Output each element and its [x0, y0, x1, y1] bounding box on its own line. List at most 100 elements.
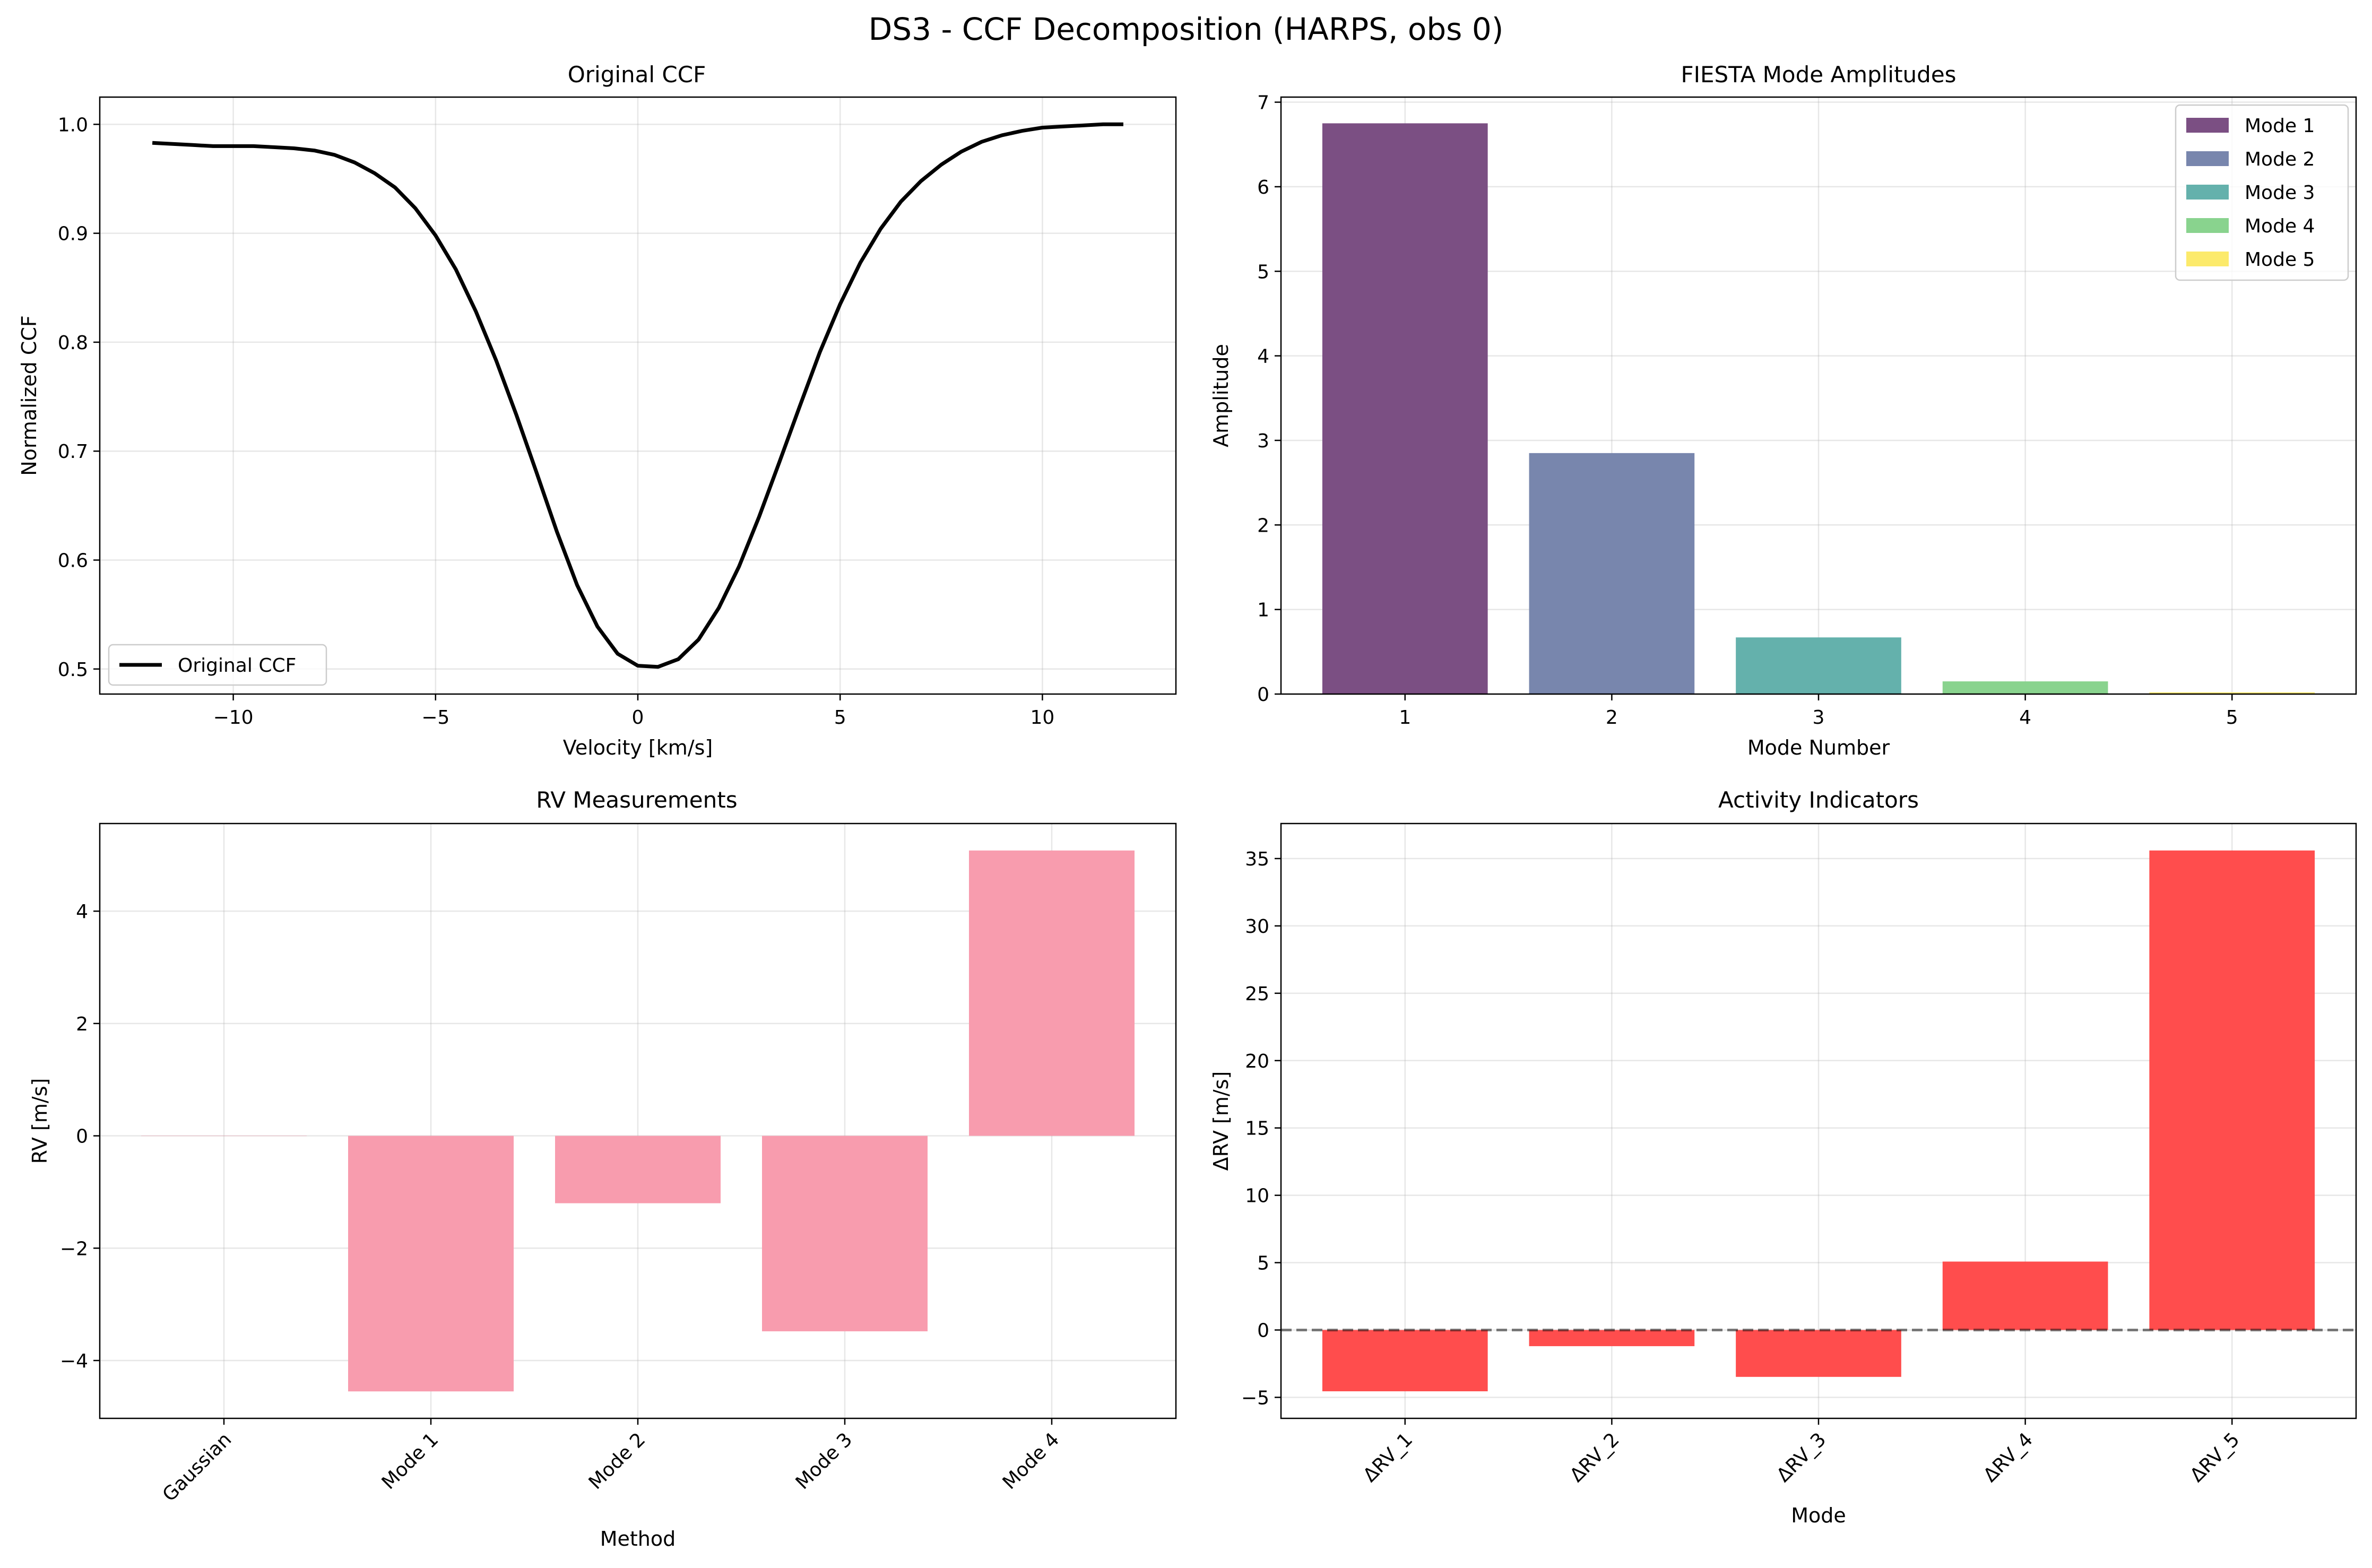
fiesta-ytick-label: 4: [1257, 346, 1269, 368]
ccf-axes-frame: [99, 96, 1177, 695]
rv-xtick-label: Mode 4: [999, 1428, 1064, 1494]
fiesta-xtick-label: 2: [1606, 707, 1618, 729]
ccf-legend: Original CCF: [108, 644, 327, 686]
fiesta-xlabel: Mode Number: [1747, 736, 1890, 759]
activity-bar: [1322, 1330, 1488, 1391]
fiesta-bar: [1942, 681, 2108, 694]
fiesta-ylabel: Amplitude: [1209, 344, 1233, 447]
fiesta-legend-label: Mode 4: [2245, 215, 2315, 237]
rv-bar: [555, 1136, 721, 1203]
fiesta-bar: [1529, 453, 1695, 694]
activity-ytick-label: 10: [1245, 1185, 1269, 1207]
fiesta-legend-label: Mode 2: [2245, 149, 2315, 170]
rv-xtick-label: Mode 3: [792, 1428, 857, 1494]
activity-xlabel: Mode: [1791, 1504, 1846, 1527]
fiesta-legend-swatch: [2186, 118, 2229, 133]
fiesta-legend-label: Mode 3: [2245, 182, 2315, 204]
activity-ytick-label: 5: [1257, 1253, 1269, 1275]
fiesta-ytick-label: 2: [1257, 515, 1269, 536]
fiesta-ytick-label: 0: [1257, 684, 1269, 706]
activity-ytick-label: 15: [1245, 1118, 1269, 1140]
fiesta-ytick-label: 7: [1257, 92, 1269, 114]
rv-bar: [348, 1136, 514, 1392]
ccf-xtick-label: 10: [1030, 707, 1054, 729]
fiesta-xtick-label: 1: [1399, 707, 1411, 729]
rv-ytick-label: 0: [76, 1126, 88, 1148]
activity-xtick-label: ΔRV_3: [1772, 1428, 1830, 1486]
fiesta-legend-frame: [2175, 104, 2349, 281]
fiesta-panel-title: FIESTA Mode Amplitudes: [1681, 62, 1956, 88]
rv-ytick-label: −4: [60, 1350, 88, 1372]
ccf-xtick-label: 0: [632, 707, 644, 729]
activity-ytick-label: −5: [1241, 1387, 1269, 1409]
ccf-xtick-label: −10: [213, 707, 254, 729]
activity-xtick-label: ΔRV_5: [2186, 1428, 2244, 1486]
ccf-xlabel: Velocity [km/s]: [563, 736, 713, 759]
activity-panel: Activity Indicators −5 0 5 10 15 20 25 30 35 ΔRV …: [1209, 787, 2357, 1527]
fiesta-xtick-label: 3: [1813, 707, 1825, 729]
activity-ytick-label: 20: [1245, 1051, 1269, 1072]
fiesta-bar: [1322, 123, 1488, 695]
rv-bar: [762, 1136, 928, 1331]
figure-title: DS3 - CCF Decomposition (HARPS, obs 0): [869, 11, 1504, 47]
activity-panel-title: Activity Indicators: [1718, 787, 1919, 813]
fiesta-legend-label: Mode 1: [2245, 115, 2315, 137]
rv-ytick-label: 4: [76, 901, 88, 923]
activity-xtick-label: ΔRV_2: [1566, 1428, 1624, 1486]
fiesta-panel: FIESTA Mode Amplitudes 0 1 2 3 4 5 6 7 Amplitude…: [1209, 62, 2357, 759]
fiesta-legend: Mode 1 Mode 2 Mode 3 Mode 4 Mode 5: [2175, 104, 2349, 281]
activity-bar: [1529, 1330, 1695, 1346]
activity-ylabel: ΔRV [m/s]: [1209, 1071, 1233, 1171]
fiesta-ytick-label: 6: [1257, 177, 1269, 198]
rv-xtick-label: Mode 1: [378, 1428, 443, 1494]
fiesta-bar: [2149, 692, 2315, 694]
fiesta-ytick-label: 1: [1257, 600, 1269, 621]
rv-xtick-label: Mode 2: [585, 1428, 650, 1494]
fiesta-legend-swatch: [2186, 252, 2229, 266]
fiesta-legend-label: Mode 5: [2245, 249, 2315, 271]
rv-ylabel: RV [m/s]: [28, 1078, 51, 1164]
fiesta-legend-swatch: [2186, 185, 2229, 200]
ccf-ytick-label: 0.6: [58, 550, 88, 571]
rv-panel: RV Measurements −4 −2 0 2 4 RV [m/s] Gaussian M…: [28, 787, 1177, 1550]
ccf-ylabel: Normalized CCF: [18, 315, 41, 476]
fiesta-xtick-label: 4: [2019, 707, 2031, 729]
fiesta-xtick-label: 5: [2226, 707, 2238, 729]
ccf-ytick-label: 0.5: [58, 659, 88, 681]
rv-xtick-label: Gaussian: [159, 1428, 236, 1506]
fiesta-ytick-label: 5: [1257, 261, 1269, 283]
activity-xtick-label: ΔRV_1: [1359, 1428, 1417, 1486]
rv-ytick-label: 2: [76, 1013, 88, 1035]
fiesta-bar: [1736, 637, 1901, 694]
ccf-ytick-label: 0.8: [58, 332, 88, 354]
ccf-ytick-label: 0.9: [58, 223, 88, 245]
fiesta-legend-swatch: [2186, 151, 2229, 166]
ccf-panel-title: Original CCF: [568, 62, 706, 88]
ccf-series-line: [152, 122, 1123, 669]
fiesta-axes-frame: [1280, 96, 2357, 695]
activity-ytick-label: 35: [1245, 848, 1269, 870]
ccf-panel: Original CCF 0.5 0.6 0.7 0.8 0.9 1.0 Normalize…: [18, 62, 1177, 759]
rv-bar: [969, 850, 1135, 1136]
fiesta-legend-swatch: [2186, 218, 2229, 233]
rv-axes-frame: [99, 822, 1177, 1419]
ccf-xtick-label: −5: [421, 707, 449, 729]
ccf-legend-label: Original CCF: [178, 655, 296, 677]
activity-bar: [1942, 1261, 2108, 1330]
ccf-ytick-label: 1.0: [58, 114, 88, 136]
activity-bar: [2149, 850, 2315, 1330]
ccf-legend-frame: [108, 644, 327, 686]
rv-ytick-label: −2: [60, 1238, 88, 1260]
rv-panel-title: RV Measurements: [536, 787, 737, 813]
activity-ytick-label: 25: [1245, 983, 1269, 1005]
activity-ytick-label: 0: [1257, 1320, 1269, 1341]
activity-bar: [1736, 1330, 1901, 1377]
fiesta-ytick-label: 3: [1257, 430, 1269, 452]
activity-xtick-label: ΔRV_4: [1979, 1428, 2037, 1486]
rv-bar: [141, 1136, 307, 1137]
ccf-ytick-label: 0.7: [58, 441, 88, 463]
activity-axes-frame: [1280, 822, 2357, 1419]
ccf-xtick-label: 5: [834, 707, 846, 729]
rv-xlabel: Method: [600, 1527, 676, 1550]
